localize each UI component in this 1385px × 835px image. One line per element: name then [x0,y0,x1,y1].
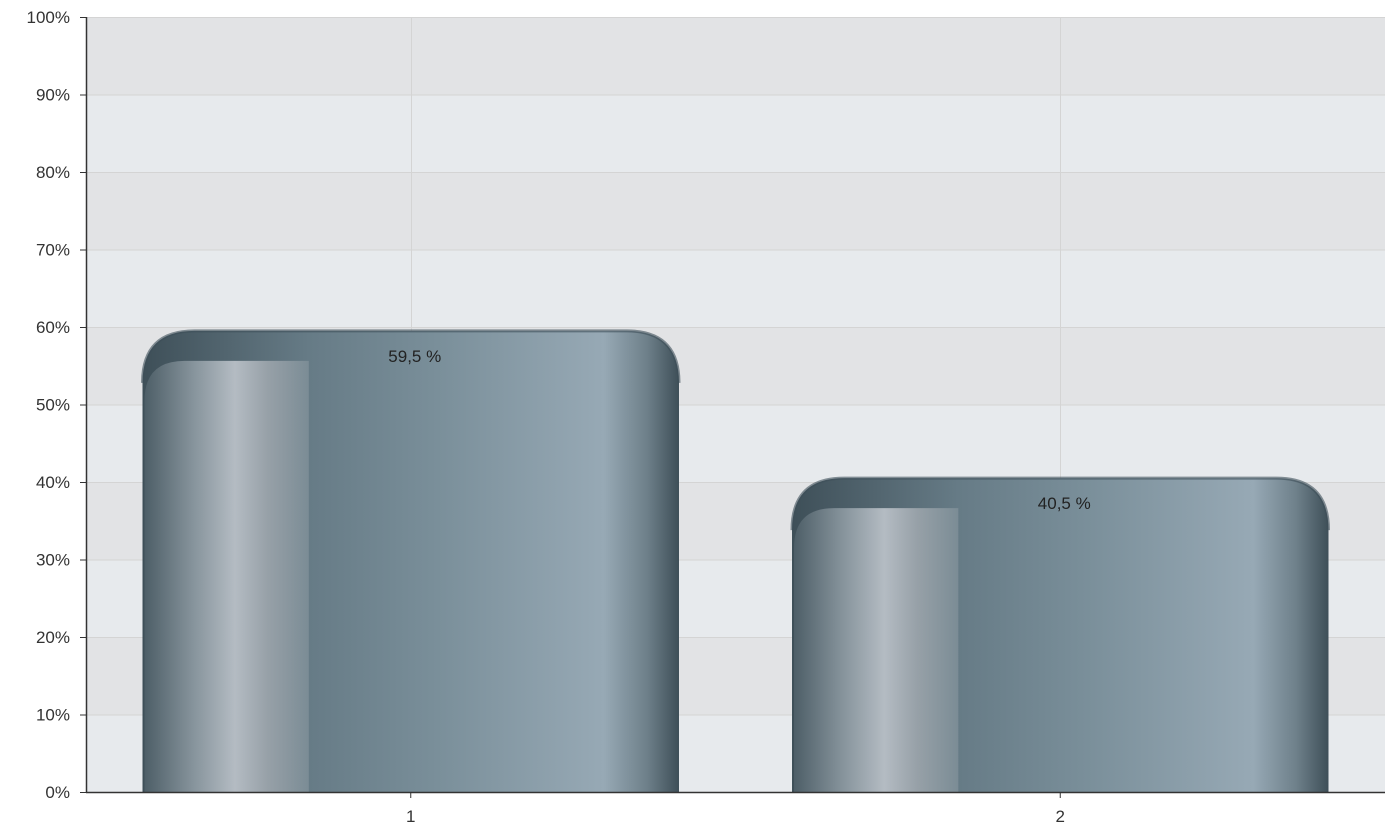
plot-band [86,249,1385,327]
y-axis-ticks: 0% 10% 20% 30% 40% 50% 60% 70% 80% 90% 100% [27,8,86,802]
bar-rim [141,329,681,383]
value-labels: 59,5 % 40,5 % [388,347,1090,513]
bar-highlight [794,508,959,792]
y-tick-label: 30% [36,551,70,570]
y-tick-label: 50% [36,396,70,415]
x-tick-label: 2 [1056,807,1065,826]
bars [141,329,1330,792]
y-tick-label: 40% [36,473,70,492]
bar-highlight [144,360,309,792]
plot-band [86,172,1385,250]
bar-2 [790,476,1330,792]
y-tick-label: 20% [36,628,70,647]
plot-band [86,17,1385,95]
y-tick-label: 100% [27,8,70,27]
y-tick-label: 60% [36,318,70,337]
value-label: 59,5 % [388,347,441,366]
y-tick-label: 90% [36,86,70,105]
y-tick-label: 80% [36,163,70,182]
plot-band [86,94,1385,172]
y-tick-label: 10% [36,706,70,725]
bar-1 [141,329,681,792]
value-label: 40,5 % [1038,494,1091,513]
bar-rim [790,476,1330,531]
x-tick-label: 1 [406,807,415,826]
axes [85,17,1385,794]
y-tick-label: 0% [45,783,70,802]
y-tick-label: 70% [36,241,70,260]
